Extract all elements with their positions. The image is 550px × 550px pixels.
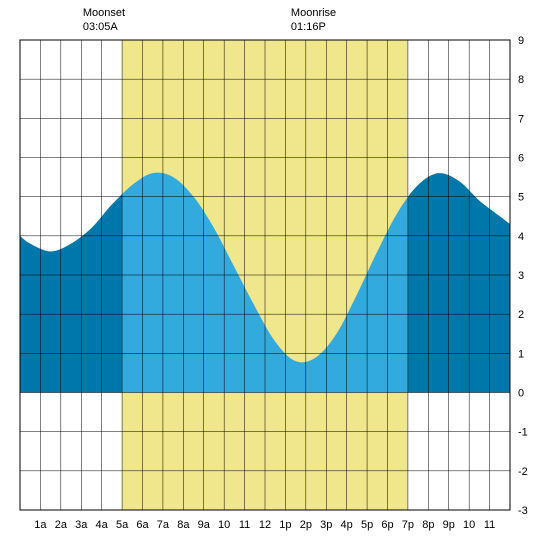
tide-chart: -3-2-101234567891a2a3a4a5a6a7a8a9a101112… [0,0,550,550]
moon-event-label: Moonrise01:16P [291,6,336,35]
svg-text:11: 11 [484,519,495,531]
svg-text:8: 8 [518,74,524,86]
svg-text:3: 3 [518,270,524,282]
svg-text:2a: 2a [55,519,68,531]
svg-text:-1: -1 [518,427,528,439]
svg-text:5a: 5a [116,519,129,531]
svg-text:11: 11 [239,519,250,531]
svg-text:5: 5 [518,192,524,204]
moon-event-label: Moonset03:05A [83,6,125,35]
svg-text:7p: 7p [402,519,414,531]
svg-text:8a: 8a [177,519,190,531]
svg-text:5p: 5p [361,519,373,531]
svg-text:2p: 2p [300,519,312,531]
svg-text:3a: 3a [75,519,88,531]
moon-event-name: Moonrise [291,6,336,20]
moon-event-time: 03:05A [83,20,125,34]
moon-event-name: Moonset [83,6,125,20]
svg-text:12: 12 [259,519,271,531]
svg-text:9: 9 [518,35,524,47]
svg-text:2: 2 [518,309,524,321]
svg-text:4: 4 [518,231,524,243]
svg-text:7a: 7a [157,519,170,531]
svg-text:9a: 9a [198,519,211,531]
svg-text:1p: 1p [279,519,291,531]
svg-text:10: 10 [463,519,475,531]
svg-text:6a: 6a [136,519,149,531]
svg-text:7: 7 [518,113,524,125]
svg-text:1a: 1a [34,519,47,531]
chart-svg: -3-2-101234567891a2a3a4a5a6a7a8a9a101112… [0,0,550,550]
svg-text:10: 10 [218,519,230,531]
svg-text:9p: 9p [443,519,455,531]
svg-text:4a: 4a [96,519,109,531]
svg-text:8p: 8p [422,519,434,531]
svg-text:4p: 4p [341,519,353,531]
svg-text:1: 1 [518,348,524,360]
svg-text:-2: -2 [518,466,528,478]
svg-text:3p: 3p [320,519,332,531]
moon-event-time: 01:16P [291,20,336,34]
svg-text:6: 6 [518,153,524,165]
svg-text:6p: 6p [381,519,393,531]
svg-text:-3: -3 [518,505,528,517]
svg-text:0: 0 [518,388,524,400]
